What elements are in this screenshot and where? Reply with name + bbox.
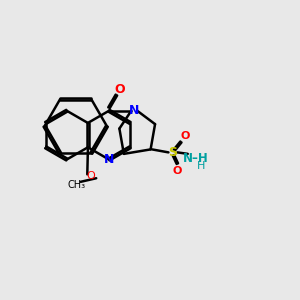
Text: N: N xyxy=(129,104,140,117)
Text: O: O xyxy=(87,171,95,181)
Text: O: O xyxy=(173,166,182,176)
Text: O: O xyxy=(114,82,125,96)
Text: N: N xyxy=(104,153,114,166)
Text: S: S xyxy=(168,146,177,159)
Text: N–H: N–H xyxy=(183,152,209,165)
Text: CH₃: CH₃ xyxy=(67,180,86,190)
Text: H: H xyxy=(197,161,205,171)
Text: O: O xyxy=(181,131,190,141)
